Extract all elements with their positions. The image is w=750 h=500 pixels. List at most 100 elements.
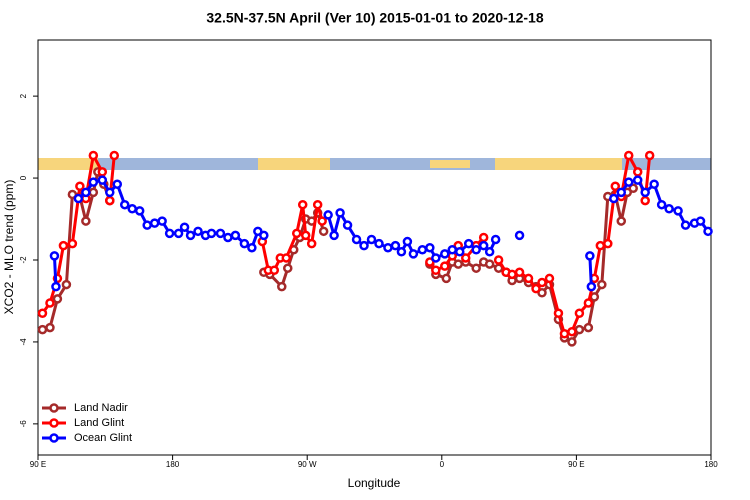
data-point — [640, 187, 650, 198]
data-point — [149, 218, 160, 228]
x-tick-label: 180 — [704, 460, 718, 469]
data-point — [417, 245, 428, 255]
legend: Land Nadir Land Glint Ocean Glint — [42, 402, 132, 444]
data-point — [281, 253, 292, 263]
data-point — [664, 204, 674, 214]
data-point — [649, 179, 659, 189]
legend-marker — [49, 403, 59, 413]
data-point — [51, 281, 61, 292]
data-point — [193, 226, 203, 237]
data-point — [531, 283, 541, 294]
data-point — [52, 294, 63, 304]
data-point — [351, 234, 362, 245]
data-point — [88, 187, 99, 198]
data-point — [478, 232, 489, 243]
y-axis-label: XCO2 - MLO trend (ppm) — [2, 180, 16, 315]
data-point — [223, 232, 233, 243]
data-point — [493, 255, 504, 265]
plot-frame — [37, 39, 712, 456]
data-point — [297, 199, 308, 210]
legend-label: Land Glint — [74, 417, 124, 429]
data-point — [623, 177, 634, 187]
data-point — [61, 279, 72, 290]
data-point — [396, 247, 407, 257]
data-point — [616, 187, 627, 198]
y-tick-label: 0 — [19, 175, 28, 180]
data-point — [127, 204, 137, 214]
data-point — [49, 251, 60, 261]
data-point — [383, 242, 393, 253]
data-point — [300, 230, 311, 241]
data-point — [537, 288, 547, 298]
data-point — [408, 249, 419, 259]
data-point — [88, 177, 99, 187]
data-point — [269, 265, 280, 275]
data-point — [112, 179, 123, 189]
data-point — [374, 238, 384, 249]
data-point — [119, 199, 130, 210]
data-point — [329, 230, 339, 241]
data-point — [553, 308, 564, 319]
data-point — [537, 277, 547, 288]
chart-title: 32.5N-37.5N April (Ver 10) 2015-01-01 to… — [206, 10, 543, 26]
data-point — [507, 269, 517, 280]
data-point — [471, 245, 481, 255]
data-point — [574, 324, 585, 335]
data-point — [291, 228, 302, 239]
x-axis-label: Longitude — [348, 476, 401, 490]
data-point — [312, 199, 323, 210]
data-point — [317, 216, 327, 226]
data-point — [644, 150, 655, 161]
data-point — [567, 326, 577, 337]
data-point — [67, 238, 78, 249]
data-point — [366, 234, 377, 245]
data-point — [431, 265, 441, 275]
data-point — [514, 267, 525, 278]
data-point — [259, 230, 269, 241]
data-point — [425, 242, 435, 253]
data-point — [478, 240, 489, 251]
data-point — [640, 195, 650, 206]
land-strip — [495, 158, 622, 170]
data-point — [632, 167, 643, 177]
data-point — [37, 308, 48, 319]
data-point — [463, 238, 474, 249]
data-point — [514, 230, 525, 241]
data-point — [484, 259, 495, 269]
data-point — [490, 234, 501, 245]
data-point — [632, 175, 643, 185]
data-point — [673, 206, 683, 216]
land-mask — [38, 158, 711, 170]
data-point — [447, 245, 458, 255]
data-point — [616, 216, 627, 226]
data-point — [164, 228, 175, 239]
data-point — [45, 298, 55, 308]
data-point — [323, 210, 333, 220]
data-point — [105, 195, 115, 206]
data-point — [215, 228, 226, 239]
x-tick-label: 90 W — [298, 460, 317, 469]
data-point — [179, 222, 190, 232]
data-point — [583, 298, 594, 308]
data-point — [609, 193, 619, 204]
x-tick-label: 90 E — [30, 460, 46, 469]
data-point — [603, 238, 613, 249]
data-point — [335, 208, 345, 218]
data-point — [342, 220, 353, 230]
legend-marker — [49, 418, 59, 428]
data-point — [134, 206, 145, 216]
data-point — [97, 167, 108, 177]
data-point — [703, 226, 713, 237]
data-point — [109, 150, 120, 161]
data-point — [453, 259, 464, 269]
data-point — [402, 236, 413, 247]
data-point — [75, 181, 85, 192]
data-point — [97, 175, 108, 185]
legend-marker — [49, 433, 59, 443]
legend-label: Ocean Glint — [74, 432, 132, 444]
land-strip — [38, 158, 98, 170]
data-point — [431, 253, 441, 263]
data-point — [680, 220, 691, 230]
